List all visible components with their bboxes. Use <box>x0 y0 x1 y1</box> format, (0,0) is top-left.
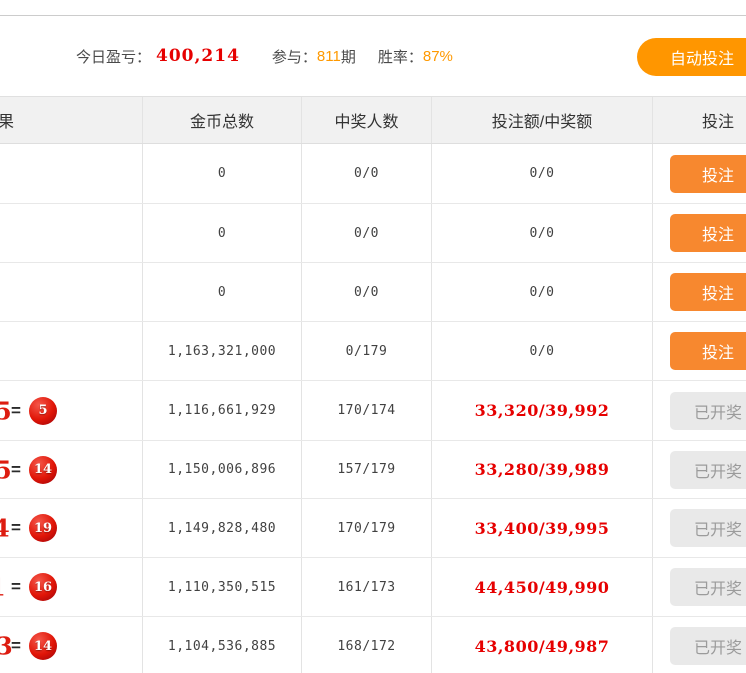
top-divider <box>0 15 746 16</box>
drawn-button: 已开奖 <box>670 450 746 489</box>
amount-cell: 0/0 <box>432 204 653 262</box>
coins-cell: 1,149,828,480 <box>143 499 302 557</box>
result-cell <box>0 263 143 321</box>
amount-cell: 33,320/39,992 <box>432 381 653 440</box>
equals-sign: = <box>11 400 21 420</box>
bet-cell: 投注 <box>653 204 746 262</box>
winners-cell: 170/179 <box>302 499 432 557</box>
winrate-value: 87% <box>422 47 453 65</box>
amount-cell: 0/0 <box>432 144 653 203</box>
table-row: 1 = 16 1,110,350,515 161/173 44,450/49,9… <box>0 558 746 617</box>
coins-cell: 1,163,321,000 <box>143 322 302 380</box>
table-row: 5 = 5 1,116,661,929 170/174 33,320/39,99… <box>0 381 746 441</box>
header-winners: 中奖人数 <box>302 97 432 143</box>
table-row: 0 0/0 0/0 投注 <box>0 204 746 263</box>
amount-cell: 44,450/49,990 <box>432 558 653 616</box>
bet-cell: 已开奖 <box>653 441 746 498</box>
rounds-value: 811 <box>316 47 341 65</box>
equals-sign: = <box>11 518 21 537</box>
result-ball-badge: 16 <box>29 573 57 601</box>
coins-cell: 1,110,350,515 <box>143 558 302 616</box>
result-cell: 5 = 14 <box>0 441 143 498</box>
bet-cell: 投注 <box>653 144 746 203</box>
bet-button[interactable]: 投注 <box>670 332 746 370</box>
winners-cell: 0/0 <box>302 204 432 262</box>
result-cell: 5 = 5 <box>0 381 143 440</box>
coins-cell: 0 <box>143 263 302 321</box>
result-cell <box>0 204 143 262</box>
result-cell <box>0 322 143 380</box>
coins-cell: 0 <box>143 144 302 203</box>
table-row: 5 = 14 1,150,006,896 157/179 33,280/39,9… <box>0 441 746 499</box>
winners-cell: 161/173 <box>302 558 432 616</box>
header-result: 开奖结果 <box>0 97 143 143</box>
drawn-button: 已开奖 <box>670 627 746 665</box>
winners-cell: 0/0 <box>302 263 432 321</box>
rounds-label: 参与： <box>271 48 317 66</box>
result-digit-fragment: 5 <box>0 455 12 484</box>
result-ball-badge: 14 <box>29 455 57 484</box>
result-ball-badge: 19 <box>29 514 57 542</box>
table-row: 1,163,321,000 0/179 0/0 投注 <box>0 322 746 381</box>
equals-sign: = <box>11 577 21 596</box>
result-ball-badge: 14 <box>29 632 57 660</box>
coins-cell: 1,104,536,885 <box>143 617 302 673</box>
winners-cell: 170/174 <box>302 381 432 440</box>
result-digit-fragment: 5 <box>0 396 12 425</box>
result-cell: 3 = 14 <box>0 617 143 673</box>
bet-cell: 投注 <box>653 263 746 321</box>
amount-cell: 33,400/39,995 <box>432 499 653 557</box>
bet-button[interactable]: 投注 <box>670 214 746 252</box>
result-digit-fragment: 3 <box>0 631 13 661</box>
winrate-label: 胜率： <box>377 48 423 66</box>
header-bet: 投注 <box>701 114 734 131</box>
table-row: 0 0/0 0/0 投注 <box>0 144 746 204</box>
header-coins: 金币总数 <box>143 97 302 143</box>
table-row: 3 = 14 1,104,536,885 168/172 43,800/49,9… <box>0 617 746 673</box>
bet-cell: 已开奖 <box>653 381 746 440</box>
table-row: 4 = 19 1,149,828,480 170/179 33,400/39,9… <box>0 499 746 558</box>
drawn-button: 已开奖 <box>670 568 746 606</box>
bet-button[interactable]: 投注 <box>670 273 746 311</box>
bet-cell: 已开奖 <box>653 617 746 673</box>
table-header: 开奖结果 金币总数 中奖人数 投注额/中奖额 投注 <box>0 96 746 144</box>
result-digit-fragment: 1 <box>0 573 6 602</box>
coins-cell: 1,150,006,896 <box>143 441 302 498</box>
bet-cell: 已开奖 <box>653 499 746 557</box>
result-digit-fragment: 4 <box>0 513 10 543</box>
amount-cell: 33,280/39,989 <box>432 441 653 498</box>
result-cell: 4 = 19 <box>0 499 143 557</box>
profit-label: 今日盈亏： <box>76 48 152 66</box>
amount-cell: 0/0 <box>432 263 653 321</box>
coins-cell: 0 <box>143 204 302 262</box>
amount-cell: 43,800/49,987 <box>432 617 653 673</box>
winners-cell: 157/179 <box>302 441 432 498</box>
winners-cell: 0/179 <box>302 322 432 380</box>
profit-value: 400,214 <box>156 46 240 66</box>
header-amount: 投注额/中奖额 <box>432 97 653 143</box>
table-row: 0 0/0 0/0 投注 <box>0 263 746 322</box>
stats-bar: 今日盈亏： 400,214 参与： 811 期 胜率： 87% <box>76 44 453 68</box>
coins-cell: 1,116,661,929 <box>143 381 302 440</box>
result-cell <box>0 144 143 203</box>
bet-button[interactable]: 投注 <box>670 154 746 193</box>
bet-cell: 已开奖 <box>653 558 746 616</box>
amount-cell: 0/0 <box>432 322 653 380</box>
equals-sign: = <box>11 636 21 655</box>
drawn-button: 已开奖 <box>670 391 746 430</box>
result-ball-badge: 5 <box>29 396 57 425</box>
bet-cell: 投注 <box>653 322 746 380</box>
rounds-unit: 期 <box>340 48 356 66</box>
drawn-button: 已开奖 <box>670 509 746 547</box>
winners-cell: 168/172 <box>302 617 432 673</box>
result-cell: 1 = 16 <box>0 558 143 616</box>
winners-cell: 0/0 <box>302 144 432 203</box>
equals-sign: = <box>11 459 21 479</box>
auto-bet-button[interactable]: 自动投注 <box>637 38 746 76</box>
